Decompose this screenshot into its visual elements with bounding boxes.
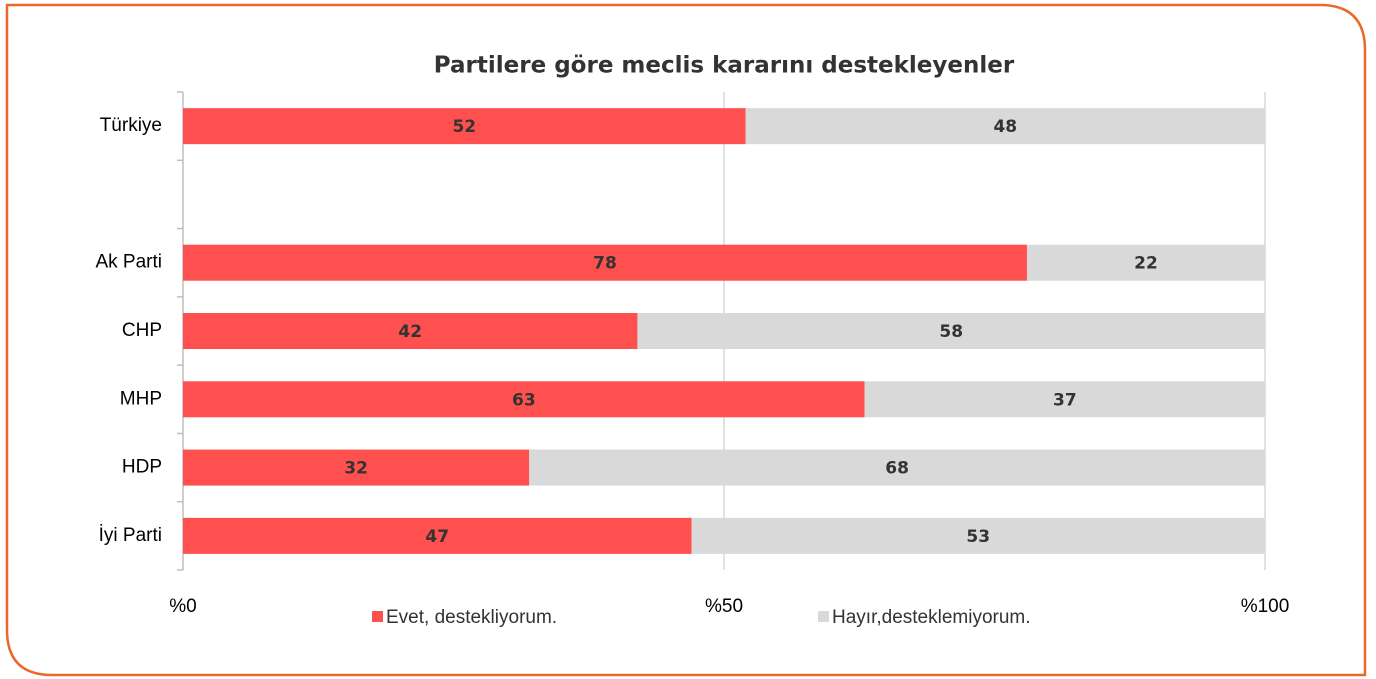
data-label: 48	[993, 117, 1017, 137]
bar-segment	[1026, 244, 1265, 281]
bar-segment	[637, 313, 1265, 349]
bar-segment	[183, 108, 746, 145]
bar-segment	[183, 244, 1027, 281]
y-tick-label: Ak Parti	[95, 252, 162, 273]
bar-segment	[183, 517, 692, 554]
data-label: 42	[398, 322, 422, 342]
bar-segment	[183, 381, 865, 418]
legend-swatch	[818, 611, 829, 622]
data-label: 52	[452, 117, 476, 137]
y-tick-label: MHP	[120, 388, 162, 409]
data-label: 22	[1134, 254, 1158, 274]
data-label: 47	[425, 527, 449, 547]
data-label: 37	[1053, 390, 1077, 410]
data-label: 58	[939, 322, 963, 342]
data-label: 63	[512, 390, 536, 410]
x-tick-label: %100	[1241, 596, 1290, 617]
bar-segment	[864, 381, 1265, 418]
legend-swatch	[372, 611, 383, 622]
data-label: 78	[593, 254, 617, 274]
bar-segment	[529, 449, 1265, 486]
chart-title: Partilere göre meclis kararını destekley…	[434, 53, 1015, 79]
y-tick-label: CHP	[122, 320, 162, 341]
bar-segment	[183, 313, 638, 349]
data-label: 68	[885, 459, 909, 479]
data-label: 53	[966, 527, 990, 547]
legend-label: Evet, destekliyorum.	[386, 607, 557, 628]
bar-segment	[691, 517, 1265, 554]
bar-segment	[745, 108, 1265, 145]
data-label: 32	[344, 459, 368, 479]
y-tick-label: Türkiye	[100, 115, 162, 136]
x-tick-label: %50	[705, 596, 743, 617]
y-tick-label: İyi Parti	[99, 525, 162, 546]
legend-label: Hayır,desteklemiyorum.	[832, 607, 1031, 628]
y-tick-label: HDP	[122, 457, 162, 478]
x-tick-label: %0	[169, 596, 196, 617]
bar-segment	[183, 449, 530, 486]
